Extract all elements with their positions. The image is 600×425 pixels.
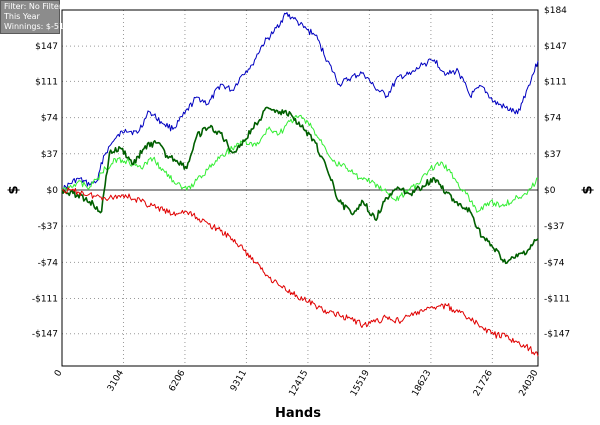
y-tick-label-right: $0 <box>544 186 556 196</box>
plot-frame <box>61 9 539 367</box>
period-label: This Year <box>4 12 40 21</box>
y-tick-label-left: $147 <box>35 42 58 52</box>
y-tick-label-left: -$37 <box>38 222 58 232</box>
y-tick-label-right: -$74 <box>544 258 565 268</box>
series-line-1 <box>61 12 539 193</box>
y-tick-label-left: $74 <box>41 114 58 124</box>
series-line-2 <box>61 114 539 213</box>
winnings-label: Winnings: $-51.71 <box>4 22 77 31</box>
y-tick-label-right: -$37 <box>544 222 564 232</box>
series-line-3 <box>61 106 539 265</box>
y-tick-label-right: -$147 <box>544 330 570 340</box>
y-tick-label-right: $184 <box>544 6 567 16</box>
x-axis-title: Hands <box>275 406 321 421</box>
filter-info-box: Filter: No Filter This Year Winnings: $-… <box>0 0 77 34</box>
y-tick-label-right: $111 <box>544 77 567 87</box>
series-line-4 <box>61 187 539 357</box>
y-tick-label-left: -$74 <box>38 258 59 268</box>
filter-label: Filter: No Filter <box>4 2 63 11</box>
y-axis-title-left: $ <box>7 185 22 194</box>
y-tick-label-left: $37 <box>41 150 58 160</box>
y-axis-right-labels: $184 $147 $111 $74 $37 $0 -$37 -$74 -$111 -$147 <box>544 6 570 340</box>
y-tick-label-left: $111 <box>35 77 58 87</box>
y-tick-label-left: -$147 <box>32 330 58 340</box>
y-tick-label-left: $0 <box>47 186 59 196</box>
series-lines <box>61 12 539 357</box>
x-tick-label: 0 <box>53 368 65 378</box>
y-tick-label-left: -$111 <box>32 295 58 305</box>
y-tick-label-right: -$111 <box>544 295 570 305</box>
y-tick-label-right: $147 <box>544 42 567 52</box>
y-tick-label-right: $37 <box>544 150 561 160</box>
y-tick-label-right: $74 <box>544 114 561 124</box>
y-axis-title-right: $ <box>581 185 596 194</box>
